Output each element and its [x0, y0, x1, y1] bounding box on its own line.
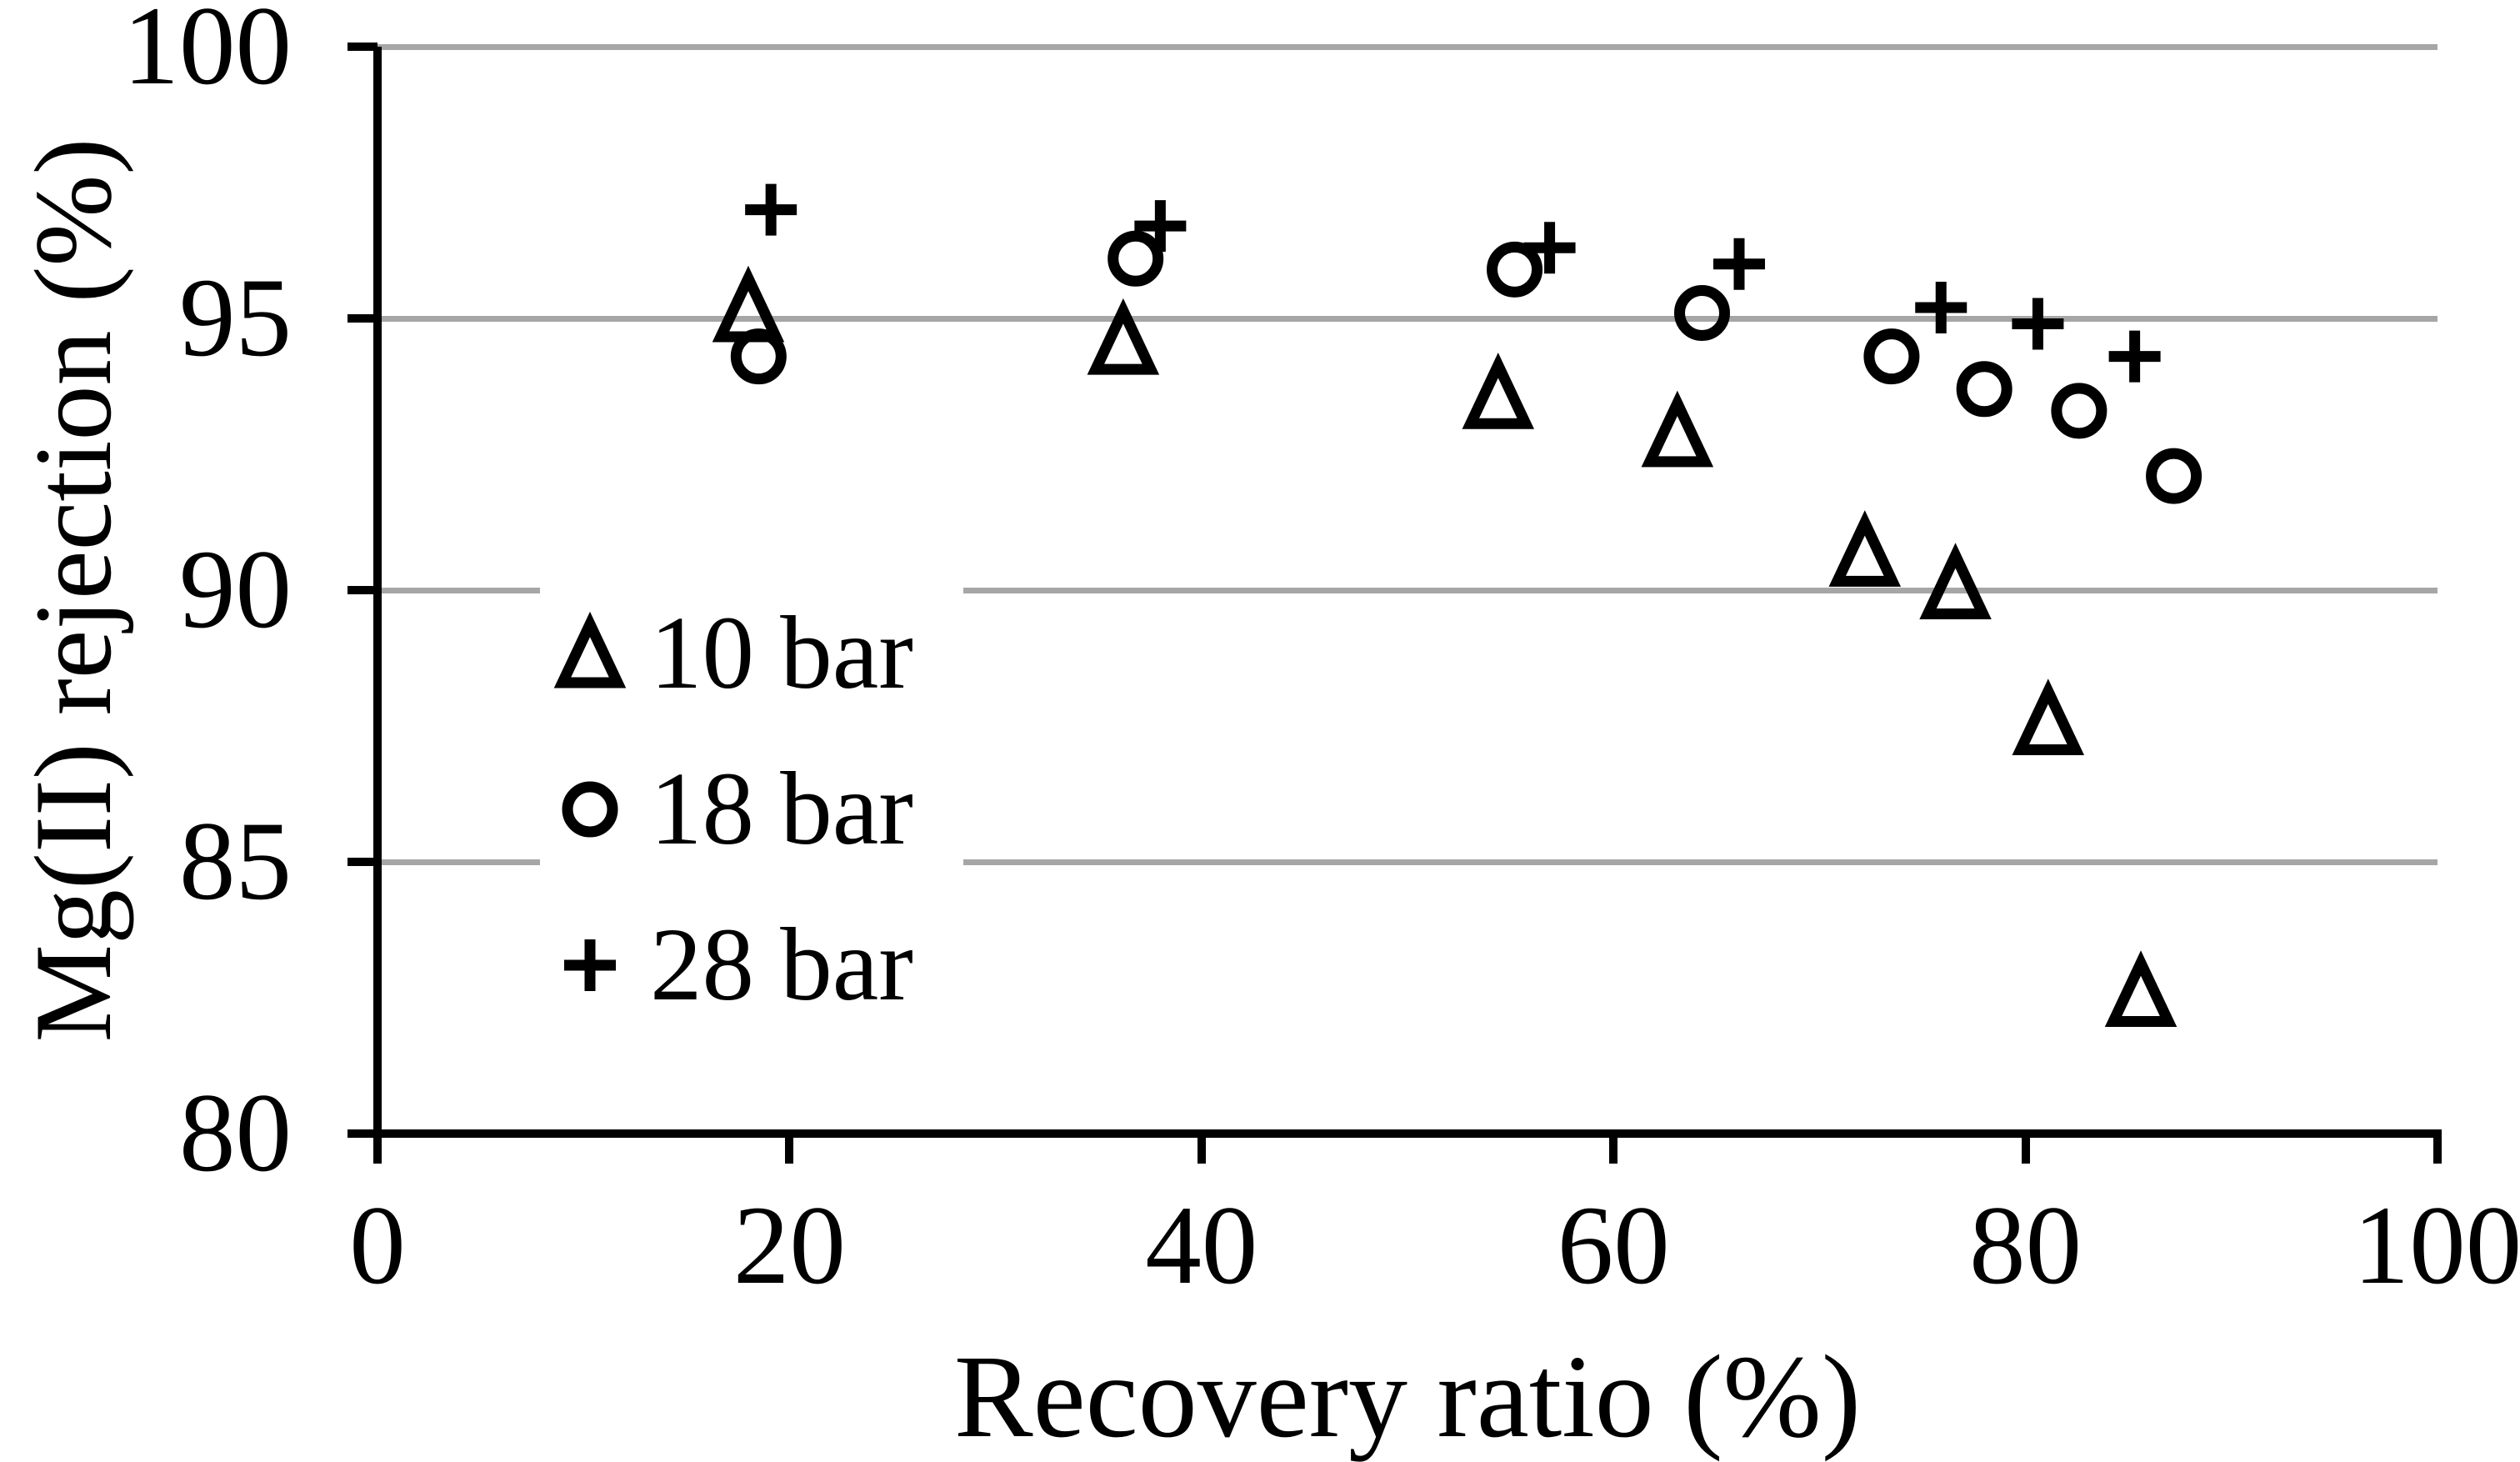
plus-marker-icon: [564, 939, 616, 991]
x-tick-100: [2433, 1134, 2442, 1164]
data-point-plus: [745, 183, 798, 236]
x-tick-20: [785, 1134, 794, 1164]
data-point-triangle: [1828, 510, 1902, 587]
circle-marker-icon: [562, 781, 618, 838]
data-point-triangle: [1641, 390, 1714, 468]
x-tick-0: [373, 1134, 382, 1164]
data-point-triangle: [1462, 353, 1535, 429]
legend-label: 10 bar: [650, 596, 913, 711]
x-tick-label-60: 60: [1557, 1184, 1670, 1308]
x-axis-title: Recovery ratio (%): [953, 1330, 1862, 1462]
y-axis-line: [373, 47, 382, 1138]
x-tick-40: [1197, 1134, 1206, 1164]
data-point-circle: [2146, 448, 2202, 504]
x-tick-label-20: 20: [732, 1184, 846, 1308]
data-point-circle: [2051, 383, 2108, 439]
data-point-triangle: [2012, 678, 2085, 755]
y-tick-95: [348, 314, 378, 323]
y-gridline-95: [378, 315, 2438, 322]
data-point-plus: [1915, 281, 1968, 333]
y-tick-80: [348, 1129, 378, 1138]
x-tick-label-100: 100: [2352, 1184, 2520, 1308]
y-tick-90: [348, 586, 378, 594]
x-tick-label-40: 40: [1145, 1184, 1258, 1308]
data-point-plus: [2108, 330, 2161, 383]
data-point-plus: [1712, 238, 1765, 290]
data-point-triangle: [1919, 543, 1992, 619]
y-tick-label-80: 80: [179, 1071, 292, 1195]
data-point-circle: [1863, 328, 1920, 385]
x-axis-line: [373, 1129, 2442, 1138]
x-tick-label-80: 80: [1969, 1184, 2082, 1308]
y-gridline-85: [378, 859, 2438, 865]
data-point-plus: [1134, 200, 1187, 253]
x-tick-60: [1609, 1134, 1618, 1164]
data-point-triangle: [712, 265, 785, 343]
data-point-circle: [1108, 230, 1164, 287]
legend-item-18bar: 18 bar: [548, 743, 913, 876]
data-point-triangle: [1087, 298, 1160, 375]
y-tick-label-90: 90: [179, 528, 292, 652]
x-tick-80: [2021, 1134, 2030, 1164]
legend-item-28bar: 28 bar: [548, 899, 913, 1032]
y-tick-label-95: 95: [179, 256, 292, 380]
legend-item-10bar: 10 bar: [548, 587, 913, 720]
legend-label: 18 bar: [650, 752, 913, 867]
y-gridline-100: [378, 43, 2438, 50]
y-tick-label-100: 100: [122, 0, 292, 108]
data-point-circle: [730, 328, 787, 385]
data-point-circle: [1487, 241, 1543, 298]
data-point-circle: [1673, 284, 1730, 341]
x-tick-label-0: 0: [349, 1184, 406, 1308]
y-tick-100: [348, 43, 378, 51]
y-gridline-90: [378, 587, 2438, 593]
y-tick-85: [348, 858, 378, 866]
legend: 10 bar 18 bar 28 bar: [540, 582, 963, 1040]
data-point-triangle: [2104, 950, 2178, 1027]
data-point-plus: [1523, 222, 1576, 274]
triangle-marker-icon: [553, 612, 627, 688]
legend-label: 28 bar: [650, 908, 913, 1023]
y-tick-label-85: 85: [179, 799, 292, 924]
data-point-plus: [2012, 298, 2064, 350]
data-point-circle: [1956, 361, 2012, 418]
